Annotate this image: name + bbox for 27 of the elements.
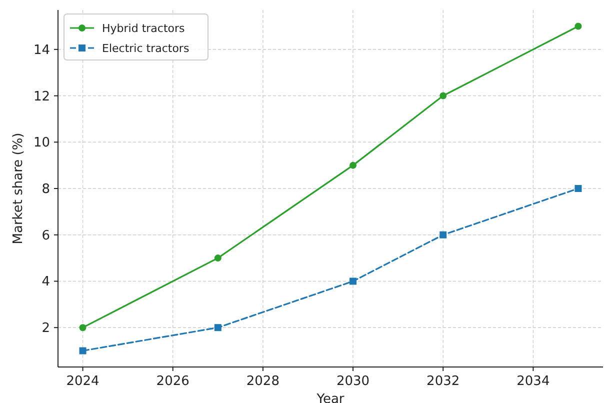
x-tick-label: 2026 — [156, 374, 190, 389]
y-tick-label: 10 — [33, 136, 50, 151]
point — [350, 162, 357, 169]
y-axis-title: Market share (%) — [11, 132, 26, 244]
x-tick-label: 2034 — [516, 374, 550, 389]
point — [350, 278, 357, 285]
point — [214, 324, 222, 332]
x-tick-label: 2030 — [336, 374, 370, 389]
y-tick-label: 2 — [42, 321, 50, 336]
point — [574, 22, 582, 30]
point — [79, 347, 86, 354]
x-tick-label: 2032 — [426, 374, 460, 389]
point — [574, 185, 582, 192]
y-tick-label: 4 — [42, 274, 50, 290]
x-axis-title: Year — [316, 392, 345, 403]
point — [214, 254, 222, 262]
y-tick-label: 14 — [33, 42, 50, 58]
point — [440, 231, 447, 238]
y-tick-label: 8 — [42, 182, 50, 197]
legend-label: Hybrid tractors — [102, 22, 186, 35]
x-tick-label: 2028 — [246, 374, 280, 389]
point — [440, 92, 447, 100]
x-tick-label: 2024 — [66, 374, 100, 389]
legend-label: Electric tractors — [102, 42, 190, 55]
point — [79, 324, 86, 332]
y-tick-label: 12 — [33, 89, 50, 104]
y-tick-label: 6 — [42, 228, 50, 244]
